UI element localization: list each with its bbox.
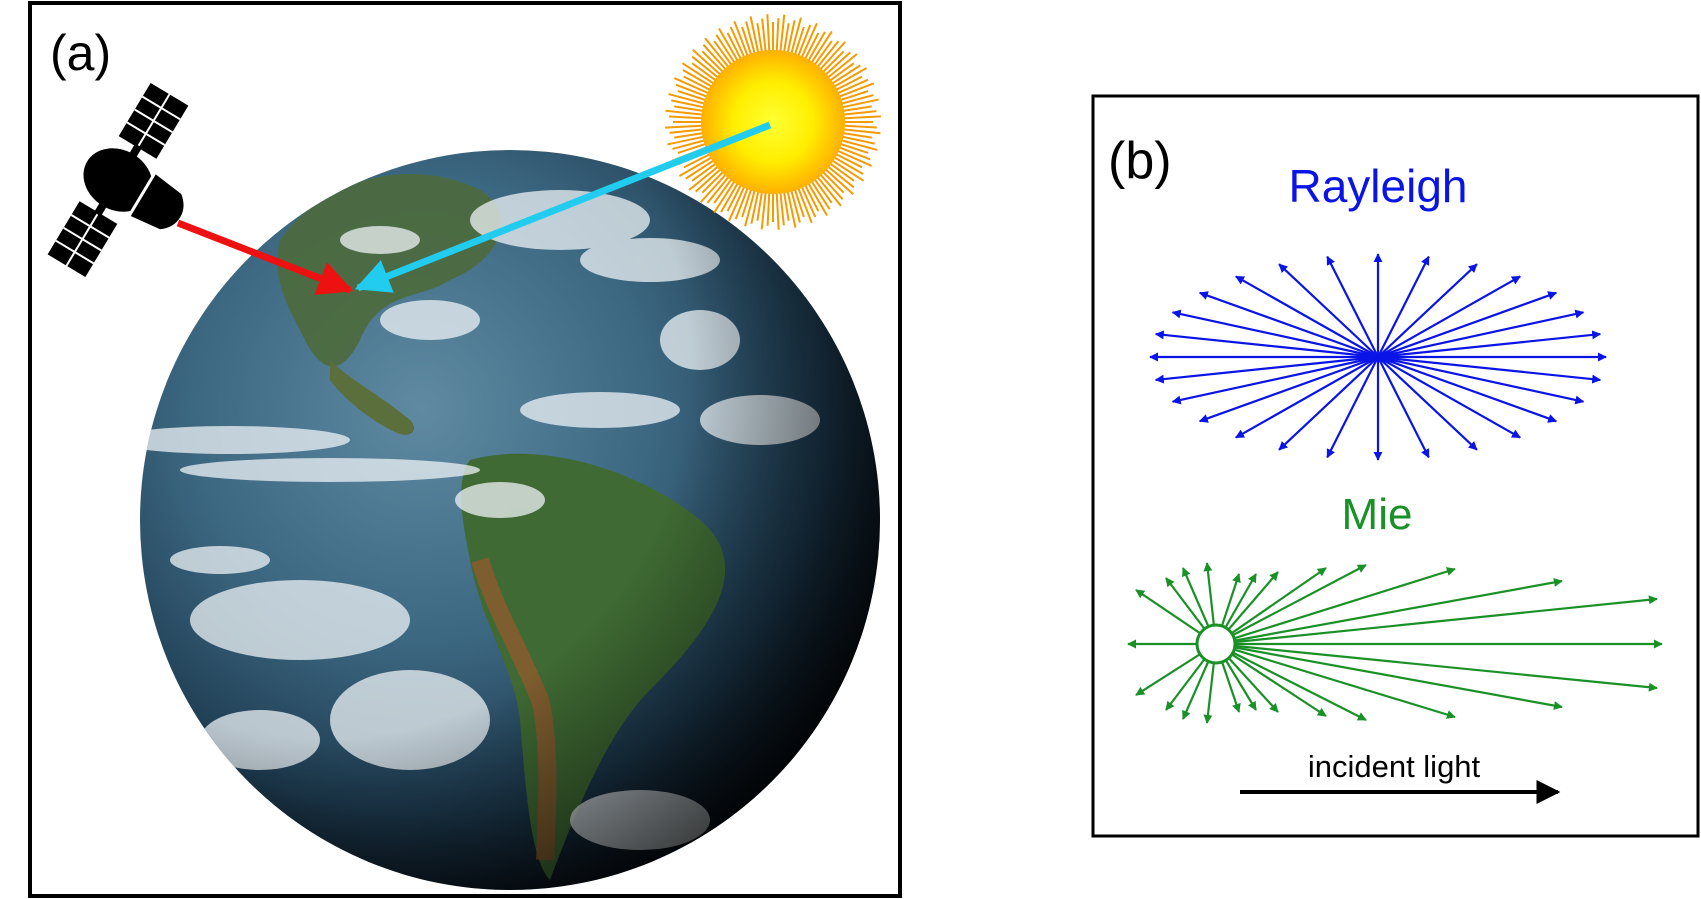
rayleigh-arrow xyxy=(1377,255,1430,358)
rayleigh-arrow xyxy=(1198,355,1379,423)
rayleigh-arrow xyxy=(1377,355,1585,405)
mie-arrow xyxy=(1215,642,1658,692)
mie-arrow xyxy=(1215,643,1367,721)
rayleigh-arrow xyxy=(1377,263,1478,358)
rayleigh-title: Rayleigh xyxy=(1289,160,1468,212)
rayleigh-arrow xyxy=(1377,291,1558,359)
panel-a: (a) xyxy=(28,1,902,898)
sunlight-arrow xyxy=(354,121,772,293)
satellite-body xyxy=(83,148,153,212)
mie-arrow xyxy=(1215,564,1367,645)
incident-light-label: incident light xyxy=(1308,749,1481,784)
rayleigh-arrow xyxy=(1377,356,1478,451)
panel-b-label: (b) xyxy=(1108,132,1172,190)
satellite-icon xyxy=(47,82,189,278)
mie-particle xyxy=(1195,623,1237,665)
rayleigh-arrow xyxy=(1377,275,1521,358)
rayleigh-arrow xyxy=(1377,356,1521,439)
panel-a-label: (a) xyxy=(50,25,111,81)
rayleigh-scattering-pattern xyxy=(1149,253,1607,461)
rayleigh-arrow xyxy=(1198,291,1379,359)
mie-arrow xyxy=(1215,595,1658,646)
rayleigh-arrow xyxy=(1326,255,1379,358)
mie-arrow xyxy=(1215,567,1327,645)
mie-arrow xyxy=(1215,642,1563,710)
rayleigh-arrow xyxy=(1235,275,1379,358)
mie-title: Mie xyxy=(1342,490,1413,539)
sun-core xyxy=(701,50,845,194)
rayleigh-arrow xyxy=(1377,330,1602,359)
mie-arrow xyxy=(1215,643,1327,717)
rayleigh-arrow xyxy=(1326,356,1379,459)
rayleigh-arrow xyxy=(1171,355,1379,405)
earth-globe xyxy=(140,150,880,890)
satellite-view-arrow xyxy=(176,219,354,295)
rayleigh-arrow xyxy=(1377,355,1602,384)
rayleigh-arrow xyxy=(1235,356,1379,439)
rayleigh-arrow xyxy=(1377,355,1558,423)
sun-icon xyxy=(665,14,881,230)
rayleigh-arrow xyxy=(1278,263,1379,358)
rayleigh-arrow xyxy=(1171,309,1379,359)
panel-b: (b) Rayleigh Mie incident light xyxy=(1091,94,1700,838)
mie-arrow xyxy=(1215,567,1456,646)
panel-b-frame xyxy=(1091,94,1700,838)
rayleigh-arrow xyxy=(1377,356,1430,459)
mie-arrow xyxy=(1215,642,1456,719)
rayleigh-arrow xyxy=(1278,356,1379,451)
rayleigh-arrow xyxy=(1377,309,1585,359)
rayleigh-arrow xyxy=(1154,330,1379,359)
mie-arrow xyxy=(1215,578,1563,646)
rayleigh-arrow xyxy=(1154,355,1379,384)
